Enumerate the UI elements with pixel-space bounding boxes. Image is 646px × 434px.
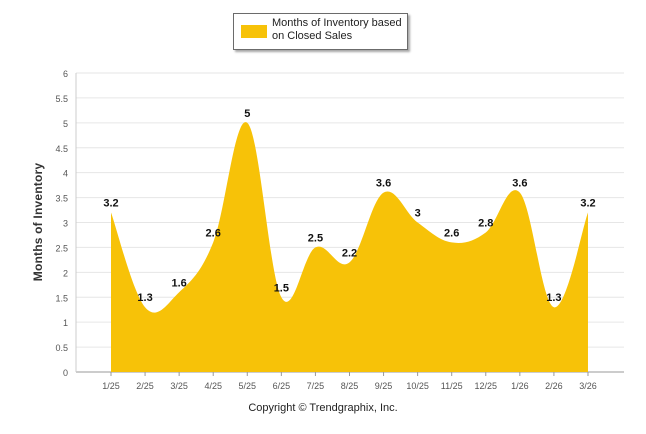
data-label: 3.2 [580, 198, 595, 210]
y-tick-label: 5.5 [55, 94, 68, 104]
x-tick-label: 2/26 [545, 381, 563, 391]
data-label: 3.2 [103, 198, 118, 210]
y-tick-label: 6 [63, 69, 68, 79]
y-tick-label: 1 [63, 318, 68, 328]
x-tick-label: 12/25 [475, 381, 498, 391]
y-tick-label: 4 [63, 169, 68, 179]
series-area [111, 122, 588, 373]
x-tick-label: 7/25 [307, 381, 325, 391]
x-tick-label: 10/25 [406, 381, 429, 391]
x-tick-label: 8/25 [341, 381, 359, 391]
data-label: 1.6 [171, 277, 186, 289]
x-tick-label: 3/26 [579, 381, 597, 391]
data-label: 2.8 [478, 217, 493, 229]
y-tick-label: 5 [63, 119, 68, 129]
x-tick-label: 6/25 [273, 381, 291, 391]
x-tick-label: 2/25 [136, 381, 154, 391]
data-label: 1.5 [274, 282, 289, 294]
y-axis-ticks: 0 0.5 1 1.5 2 2.5 3 3.5 4 4.5 5 5.5 6 [55, 69, 68, 378]
legend-label: Months of Inventory based on Closed Sale… [272, 17, 402, 42]
data-label: 2.2 [342, 247, 357, 259]
y-tick-label: 2 [63, 268, 68, 278]
y-axis-label: Months of Inventory [31, 162, 45, 282]
x-tick-label: 11/25 [441, 381, 463, 391]
legend: Months of Inventory based on Closed Sale… [233, 13, 408, 50]
data-label: 2.6 [206, 227, 221, 239]
data-label: 5 [244, 108, 250, 120]
x-tick-label: 4/25 [204, 381, 222, 391]
y-tick-label: 0 [63, 368, 68, 378]
data-label: 1.3 [546, 292, 561, 304]
y-tick-label: 1.5 [55, 293, 68, 303]
x-tick-label: 1/26 [511, 381, 529, 391]
y-tick-label: 3 [63, 219, 68, 229]
data-label: 3.6 [376, 178, 391, 190]
y-tick-label: 3.5 [55, 194, 68, 204]
x-tick-label: 5/25 [239, 381, 257, 391]
data-label: 2.5 [308, 232, 323, 244]
y-tick-label: 4.5 [55, 144, 68, 154]
copyright-footer: Copyright © Trendgraphix, Inc. [248, 402, 398, 414]
data-label: 2.6 [444, 227, 459, 239]
y-tick-label: 0.5 [55, 343, 68, 353]
legend-swatch [241, 25, 267, 38]
x-tick-label: 3/25 [170, 381, 188, 391]
data-label: 3.6 [512, 178, 527, 190]
y-tick-label: 2.5 [55, 243, 68, 253]
data-label: 1.3 [137, 292, 152, 304]
data-labels: 3.2 1.3 1.6 2.6 5 1.5 2.5 2.2 3.6 3 2.6 2.8 3.6 1.3 3.… [103, 108, 595, 304]
x-tick-label: 1/25 [102, 381, 120, 391]
data-label: 3 [415, 208, 421, 220]
x-axis-ticks: 1/25 2/25 3/25 4/25 5/25 6/25 7/25 8/25 9/25 10/2… [102, 372, 597, 391]
x-tick-label: 9/25 [375, 381, 393, 391]
